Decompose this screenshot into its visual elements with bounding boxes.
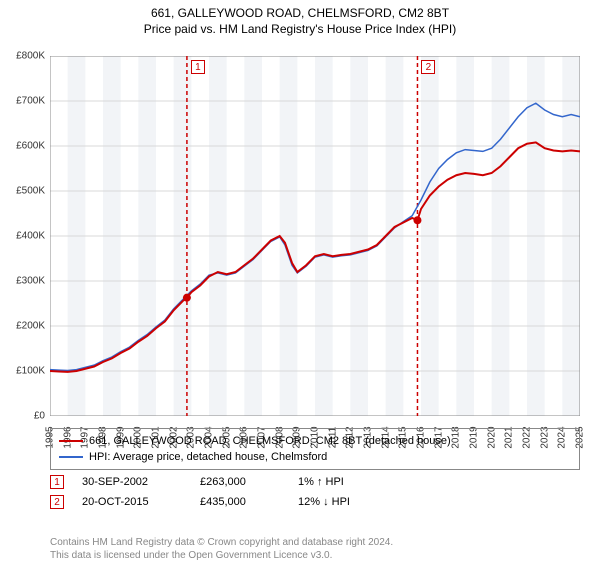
event-marker-icon: 2 <box>421 60 435 74</box>
sale-delta: 12% ↓ HPI <box>298 496 350 508</box>
y-axis-label: £400K <box>0 231 45 242</box>
y-axis-label: £200K <box>0 321 45 332</box>
legend-swatch <box>59 440 83 443</box>
sale-row: 2 20-OCT-2015 £435,000 12% ↓ HPI <box>50 492 580 512</box>
sale-date: 30-SEP-2002 <box>82 476 182 488</box>
chart-title: 661, GALLEYWOOD ROAD, CHELMSFORD, CM2 8B… <box>0 6 600 20</box>
y-axis-label: £700K <box>0 96 45 107</box>
legend-item: HPI: Average price, detached house, Chel… <box>59 449 571 465</box>
sale-delta: 1% ↑ HPI <box>298 476 344 488</box>
sale-date: 20-OCT-2015 <box>82 496 182 508</box>
sale-row: 1 30-SEP-2002 £263,000 1% ↑ HPI <box>50 472 580 492</box>
event-marker-icon: 1 <box>191 60 205 74</box>
legend-item: 661, GALLEYWOOD ROAD, CHELMSFORD, CM2 8B… <box>59 433 571 449</box>
sales-list: 1 30-SEP-2002 £263,000 1% ↑ HPI 2 20-OCT… <box>50 472 580 512</box>
y-axis-label: £800K <box>0 51 45 62</box>
sale-marker-icon: 1 <box>50 475 64 489</box>
y-axis-label: £100K <box>0 366 45 377</box>
legend-label: 661, GALLEYWOOD ROAD, CHELMSFORD, CM2 8B… <box>89 433 451 449</box>
chart-plot: £0£100K£200K£300K£400K£500K£600K£700K£80… <box>50 56 580 416</box>
sale-price: £435,000 <box>200 496 280 508</box>
sale-price: £263,000 <box>200 476 280 488</box>
sale-marker-icon: 2 <box>50 495 64 509</box>
y-axis-label: £500K <box>0 186 45 197</box>
chart-subtitle: Price paid vs. HM Land Registry's House … <box>0 22 600 36</box>
legend-swatch <box>59 456 83 459</box>
y-axis-label: £600K <box>0 141 45 152</box>
legend: 661, GALLEYWOOD ROAD, CHELMSFORD, CM2 8B… <box>50 428 580 470</box>
y-axis-label: £300K <box>0 276 45 287</box>
y-axis-label: £0 <box>0 411 45 422</box>
legend-label: HPI: Average price, detached house, Chel… <box>89 449 327 465</box>
footer-attribution: Contains HM Land Registry data © Crown c… <box>50 536 393 562</box>
